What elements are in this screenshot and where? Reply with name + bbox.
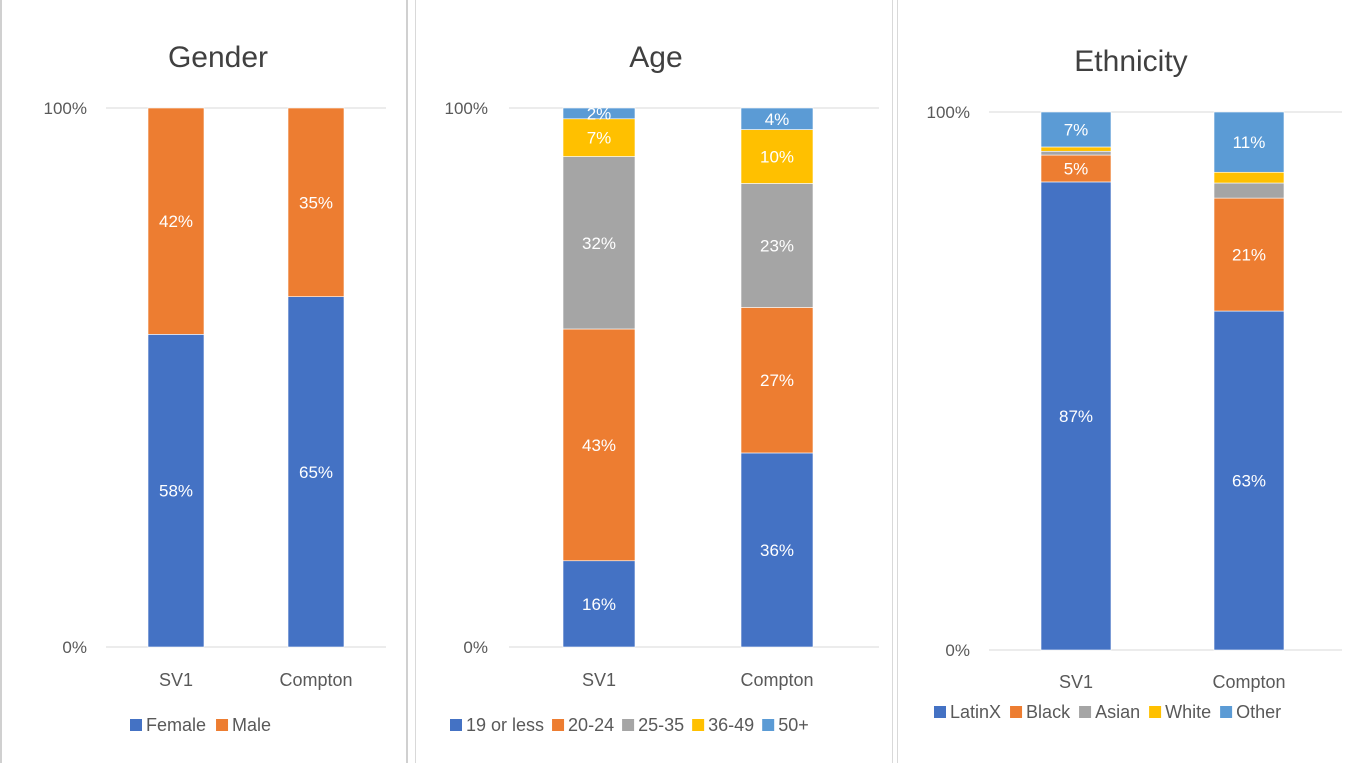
legend-label-other: Other — [1236, 702, 1281, 722]
legend-swatch-other — [1220, 706, 1233, 718]
legend-label-asian: Asian — [1095, 702, 1140, 722]
bar-white-sv1 — [1040, 146, 1112, 152]
data-label: 2% — [587, 104, 612, 123]
y-tick-label: 0% — [463, 638, 488, 657]
data-label: 35% — [299, 193, 333, 212]
data-label: 65% — [299, 463, 333, 482]
ethnicity-chart: Ethnicity 0% 100% 87% 5% 7% SV1 63% 21% 11% Compto… — [927, 45, 1342, 722]
y-tick-label: 100% — [927, 103, 970, 122]
bar-female-sv1 — [147, 334, 205, 648]
bar-male-compton — [287, 107, 345, 297]
age-chart-panel: Age 0% 100% 16% 43% 32% 7% 2% SV1 36% 27% 23% 10% 4% C… — [415, 0, 893, 763]
category-label: Compton — [1212, 672, 1285, 692]
bar-36-49-compton — [740, 129, 814, 184]
bar-white-compton — [1213, 171, 1285, 184]
legend-swatch-25-35 — [622, 719, 635, 731]
bar-male-sv1 — [147, 107, 205, 335]
legend-swatch-male — [216, 719, 229, 731]
data-label: 63% — [1232, 472, 1266, 491]
bar-19-or-less-sv1 — [562, 560, 636, 648]
legend-label-latinx: LatinX — [950, 702, 1001, 722]
bar-50-compton — [740, 107, 814, 130]
legend-swatch-black — [1010, 706, 1023, 718]
data-label: 7% — [1064, 120, 1089, 139]
gender-chart: Gender 0% 100% 58% 42% SV1 65% 35% Compton Female… — [44, 41, 386, 735]
bar-other-sv1 — [1040, 111, 1112, 148]
bar-black-compton — [1213, 197, 1285, 312]
data-label: 43% — [582, 436, 616, 455]
data-label: 21% — [1232, 246, 1266, 265]
bar-black-sv1 — [1040, 154, 1112, 183]
legend-swatch-white — [1149, 706, 1162, 718]
legend-label-black: Black — [1026, 702, 1071, 722]
legend-swatch-female — [130, 719, 142, 731]
data-label: 7% — [587, 129, 612, 148]
y-tick-label: 100% — [445, 99, 488, 118]
category-label: Compton — [740, 670, 813, 690]
legend-label-19-or-less: 19 or less — [466, 715, 544, 735]
legend-label-white: White — [1165, 702, 1211, 722]
legend-swatch-19-or-less — [450, 719, 462, 731]
data-label: 4% — [765, 110, 790, 129]
legend-swatch-36-49 — [692, 719, 705, 731]
data-label: 16% — [582, 595, 616, 614]
legend-label-36-49: 36-49 — [708, 715, 754, 735]
data-label: 27% — [760, 371, 794, 390]
data-label: 32% — [582, 234, 616, 253]
legend-swatch-asian — [1079, 706, 1092, 718]
data-label: 5% — [1064, 159, 1089, 178]
bar-19-or-less-compton — [740, 452, 814, 648]
data-label: 36% — [760, 541, 794, 560]
gender-chart-title: Gender — [168, 41, 268, 74]
legend-label-50: 50+ — [778, 715, 809, 735]
data-label: 23% — [760, 236, 794, 255]
bar-latinx-sv1 — [1040, 181, 1112, 651]
legend-label-25-35: 25-35 — [638, 715, 684, 735]
legend-label-male: Male — [232, 715, 271, 735]
bar-36-49-sv1 — [562, 118, 636, 157]
legend-label-female: Female — [146, 715, 206, 735]
data-label: 42% — [159, 212, 193, 231]
legend-swatch-20-24 — [552, 719, 565, 731]
category-label: SV1 — [1059, 672, 1093, 692]
bar-50-sv1 — [562, 107, 636, 120]
y-tick-label: 0% — [62, 638, 87, 657]
bar-25-35-sv1 — [562, 156, 636, 330]
bar-other-compton — [1213, 111, 1285, 173]
gender-chart-panel: Gender 0% 100% 58% 42% SV1 65% 35% Compton Female… — [0, 0, 408, 763]
bar-asian-sv1 — [1040, 150, 1112, 156]
y-tick-label: 100% — [44, 99, 87, 118]
age-chart-title: Age — [629, 41, 682, 74]
legend-swatch-latinx — [934, 706, 946, 718]
data-label: 11% — [1233, 133, 1266, 152]
data-label: 87% — [1059, 407, 1093, 426]
category-label: SV1 — [582, 670, 616, 690]
bar-20-24-sv1 — [562, 328, 636, 562]
legend-swatch-50 — [762, 719, 775, 731]
data-label: 10% — [760, 148, 794, 167]
data-label: 58% — [159, 482, 193, 501]
age-chart: Age 0% 100% 16% 43% 32% 7% 2% SV1 36% 27% 23% 10% 4% C… — [445, 41, 879, 735]
ethnicity-chart-title: Ethnicity — [1074, 45, 1187, 78]
bar-female-compton — [287, 296, 345, 648]
category-label: SV1 — [159, 670, 193, 690]
ethnicity-chart-panel: Ethnicity 0% 100% 87% 5% 7% SV1 63% 21% 11% Compto… — [897, 0, 1351, 763]
y-tick-label: 0% — [945, 641, 970, 660]
category-label: Compton — [279, 670, 352, 690]
bar-20-24-compton — [740, 307, 814, 454]
legend-label-20-24: 20-24 — [568, 715, 614, 735]
bar-25-35-compton — [740, 183, 814, 308]
bar-asian-compton — [1213, 182, 1285, 199]
bar-latinx-compton — [1213, 310, 1285, 651]
